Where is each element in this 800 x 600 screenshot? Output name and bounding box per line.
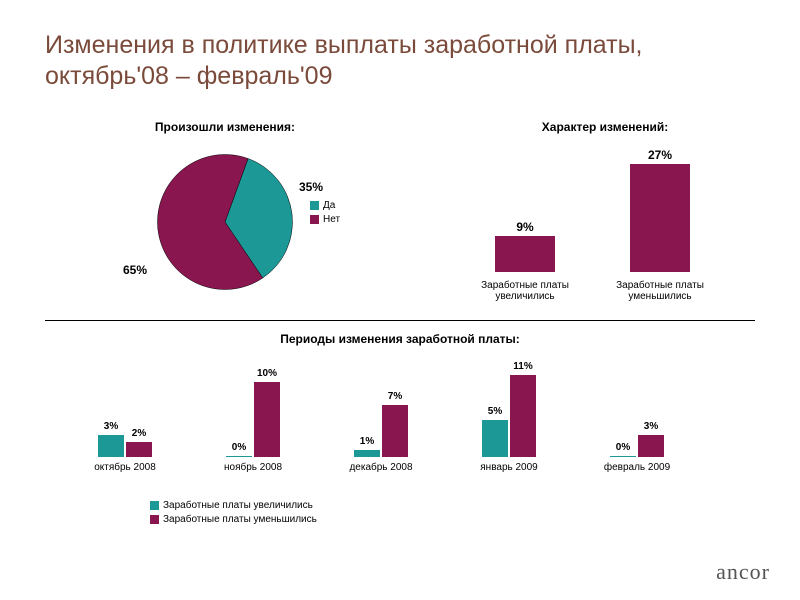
legend-item-no: Нет xyxy=(310,214,340,225)
period-bar-value: 11% xyxy=(510,361,536,372)
period-bar-value: 0% xyxy=(610,442,636,453)
period-bar-value: 7% xyxy=(382,391,408,402)
character-bar-category: Заработные платыувеличились xyxy=(470,280,580,302)
period-bar: 7% xyxy=(382,405,408,458)
period-bar: 2% xyxy=(126,442,152,457)
periods-legend: Заработные платы увеличились Заработные … xyxy=(150,500,317,528)
period-category: январь 2009 xyxy=(464,462,554,473)
pie-chart: 35% 65% xyxy=(145,142,305,302)
character-bar-value: 27% xyxy=(630,148,690,162)
period-group: 1%7%декабрь 2008 xyxy=(336,367,426,473)
period-group: 0%10%ноябрь 2008 xyxy=(208,367,298,473)
period-category: октябрь 2008 xyxy=(80,462,170,473)
period-category: февраль 2009 xyxy=(592,462,682,473)
swatch-teal xyxy=(150,501,159,510)
period-bar: 1% xyxy=(354,450,380,458)
pie-title: Произошли изменения: xyxy=(45,120,405,134)
period-group: 0%3%февраль 2009 xyxy=(592,367,682,473)
swatch-teal xyxy=(310,201,319,210)
character-bar-category: Заработные платыуменьшились xyxy=(605,280,715,302)
character-title: Характер изменений: xyxy=(455,120,755,134)
periods-title: Периоды изменения заработной платы: xyxy=(45,332,755,346)
period-bar-pair: 0%10% xyxy=(208,367,298,457)
pie-chart-block: Произошли изменения: 35% 65% xyxy=(45,120,405,302)
period-category: ноябрь 2008 xyxy=(208,462,298,473)
period-bar: 3% xyxy=(638,435,664,458)
period-bar: 11% xyxy=(510,375,536,458)
period-bar: 5% xyxy=(482,420,508,458)
period-bar-value: 2% xyxy=(126,428,152,439)
period-bar-pair: 1%7% xyxy=(336,367,426,457)
swatch-maroon xyxy=(150,515,159,524)
legend-label-yes: Да xyxy=(323,200,335,211)
period-bar: 0% xyxy=(226,456,252,457)
period-group: 3%2% октябрь 2008 xyxy=(80,367,170,473)
period-bar: 0% xyxy=(610,456,636,457)
character-bar-fill xyxy=(630,164,690,272)
period-bar-pair: 0%3% xyxy=(592,367,682,457)
periods-chart: 3%2%октябрь 20080%10%ноябрь 20081%7%дека… xyxy=(80,355,720,495)
period-bar: 3% xyxy=(98,435,124,458)
pie-legend: Да Нет xyxy=(310,200,340,228)
legend-label-decreased: Заработные платы уменьшились xyxy=(163,514,317,525)
legend-item-yes: Да xyxy=(310,200,340,211)
pie-slice-label-no: 65% xyxy=(123,263,147,277)
period-bar-value: 1% xyxy=(354,436,380,447)
period-group: 5%11% январь 2009 xyxy=(464,367,554,473)
period-bar-value: 5% xyxy=(482,406,508,417)
character-bar-fill xyxy=(495,236,555,272)
period-bar-value: 10% xyxy=(254,368,280,379)
period-bar: 10% xyxy=(254,382,280,457)
character-bar: 27% xyxy=(630,164,690,272)
page-title: Изменения в политике выплаты заработной … xyxy=(45,30,755,93)
swatch-maroon xyxy=(310,215,319,224)
pie-slice-label-yes: 35% xyxy=(299,180,323,194)
divider xyxy=(45,320,755,321)
legend-label-increased: Заработные платы увеличились xyxy=(163,500,313,511)
character-chart-block: Характер изменений: 9% Заработные платыув… xyxy=(455,120,755,302)
legend-item-increased: Заработные платы увеличились xyxy=(150,500,317,511)
period-bar-pair: 3%2% xyxy=(80,367,170,457)
period-bar-value: 0% xyxy=(226,442,252,453)
period-bar-value: 3% xyxy=(98,421,124,432)
logo: ancor xyxy=(716,559,770,585)
period-bar-value: 3% xyxy=(638,421,664,432)
legend-label-no: Нет xyxy=(323,214,340,225)
top-row: Произошли изменения: 35% 65% Характер из… xyxy=(45,120,755,302)
legend-item-decreased: Заработные платы уменьшились xyxy=(150,514,317,525)
character-chart: 9% Заработные платыувеличились 27% Заработн… xyxy=(455,142,755,302)
character-bar: 9% xyxy=(495,236,555,272)
character-bar-value: 9% xyxy=(495,220,555,234)
period-bar-pair: 5%11% xyxy=(464,367,554,457)
period-category: декабрь 2008 xyxy=(336,462,426,473)
